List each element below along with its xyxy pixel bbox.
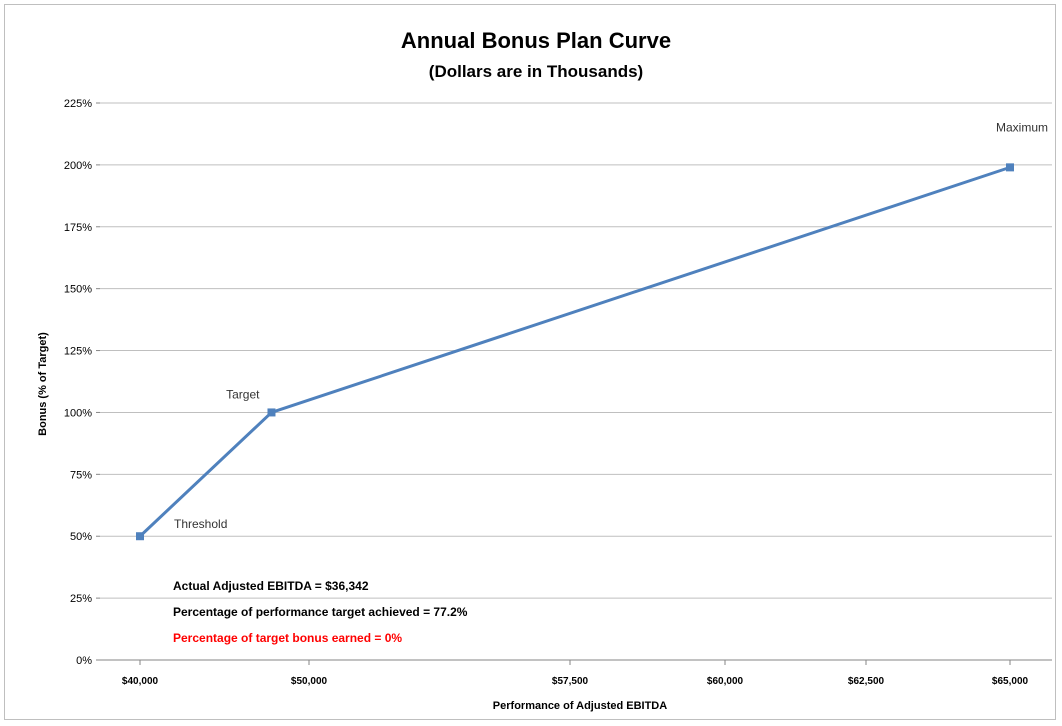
- annotations: Actual Adjusted EBITDA = $36,342 Percenta…: [173, 579, 468, 645]
- gridlines: [100, 102, 1052, 599]
- y-tick-label: 175%: [64, 222, 92, 234]
- point-label: Target: [226, 387, 260, 401]
- point-label: Threshold: [174, 517, 227, 531]
- y-tick-label: 200%: [64, 160, 92, 172]
- y-axis-ticks: 0% 25% 50% 75% 100% 125% 150% 175% 200% 225%: [64, 98, 100, 667]
- x-tick-label: $57,500: [552, 676, 589, 687]
- y-tick-label: 150%: [64, 284, 92, 296]
- y-tick-label: 50%: [70, 531, 92, 543]
- x-tick-label: $62,500: [848, 676, 885, 687]
- annotation-text: Percentage of performance target achieve…: [173, 605, 468, 619]
- x-tick-label: $50,000: [291, 676, 328, 687]
- y-tick-label: 0%: [76, 655, 92, 667]
- y-tick-label: 125%: [64, 346, 92, 358]
- data-point-marker: [267, 408, 276, 417]
- x-tick-label: $65,000: [992, 676, 1029, 687]
- series-line: [138, 165, 1011, 538]
- x-tick-label: $40,000: [122, 676, 159, 687]
- chart-title: Annual Bonus Plan Curve: [401, 28, 671, 53]
- data-point-marker: [1006, 163, 1014, 172]
- series-layer: [136, 163, 1014, 541]
- annotation-text: Actual Adjusted EBITDA = $36,342: [173, 579, 369, 593]
- y-tick-label: 75%: [70, 469, 92, 481]
- y-tick-label: 100%: [64, 407, 92, 419]
- y-tick-label: 225%: [64, 98, 92, 110]
- x-axis-ticks: $40,000 $50,000 $57,500 $60,000 $62,500 $65,0…: [122, 660, 1029, 687]
- chart-subtitle: (Dollars are in Thousands): [429, 62, 643, 81]
- x-axis-title: Performance of Adjusted EBITDA: [493, 700, 667, 712]
- y-axis-title: Bonus (% of Target): [37, 332, 49, 436]
- data-point-marker: [136, 532, 144, 541]
- point-label: Maximum: [996, 120, 1048, 134]
- y-tick-label: 25%: [70, 593, 92, 605]
- chart-frame: [4, 4, 1056, 720]
- annotation-text: Percentage of target bonus earned = 0%: [173, 631, 402, 645]
- point-labels: Threshold Target Maximum: [174, 120, 1048, 531]
- x-tick-label: $60,000: [707, 676, 744, 687]
